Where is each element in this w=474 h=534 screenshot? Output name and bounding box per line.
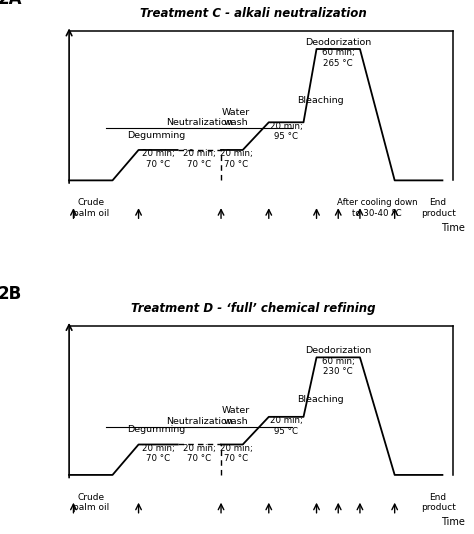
Text: Degumming: Degumming bbox=[127, 131, 185, 139]
Text: 60 min;
265 °C: 60 min; 265 °C bbox=[322, 48, 355, 68]
Text: Neutralization: Neutralization bbox=[166, 417, 233, 426]
Text: Bleaching: Bleaching bbox=[297, 395, 344, 404]
Text: 2A: 2A bbox=[0, 0, 22, 8]
Text: Water
wash: Water wash bbox=[222, 406, 250, 426]
Text: 20 min;
95 °C: 20 min; 95 °C bbox=[270, 416, 302, 436]
Text: Crude
palm oil: Crude palm oil bbox=[73, 493, 109, 512]
Text: 20 min;
70 °C: 20 min; 70 °C bbox=[220, 444, 253, 463]
Text: Deodorization: Deodorization bbox=[305, 347, 371, 355]
Text: 20 min;
70 °C: 20 min; 70 °C bbox=[183, 150, 216, 169]
Text: Time: Time bbox=[441, 517, 465, 527]
Text: 20 min;
70 °C: 20 min; 70 °C bbox=[142, 444, 174, 463]
Text: Crude
palm oil: Crude palm oil bbox=[73, 198, 109, 218]
Text: 20 min;
70 °C: 20 min; 70 °C bbox=[220, 150, 253, 169]
Text: Water
wash: Water wash bbox=[222, 108, 250, 127]
Text: After cooling down
to 30-40 °C: After cooling down to 30-40 °C bbox=[337, 198, 418, 218]
Text: 20 min;
70 °C: 20 min; 70 °C bbox=[142, 150, 174, 169]
Text: 20 min;
70 °C: 20 min; 70 °C bbox=[183, 444, 216, 463]
Text: End
product: End product bbox=[420, 493, 456, 512]
Text: 60 min;
230 °C: 60 min; 230 °C bbox=[322, 357, 355, 376]
Text: Bleaching: Bleaching bbox=[297, 96, 344, 105]
Text: End
product: End product bbox=[420, 198, 456, 218]
Text: 2B: 2B bbox=[0, 285, 22, 303]
Title: Treatment D - ‘full’ chemical refining: Treatment D - ‘full’ chemical refining bbox=[131, 302, 376, 315]
Text: Time: Time bbox=[441, 223, 465, 233]
Text: Deodorization: Deodorization bbox=[305, 38, 371, 47]
Text: 20 min;
95 °C: 20 min; 95 °C bbox=[270, 122, 302, 141]
Text: Degumming: Degumming bbox=[127, 425, 185, 434]
Text: Neutralization: Neutralization bbox=[166, 118, 233, 127]
Title: Treatment C - alkali neutralization: Treatment C - alkali neutralization bbox=[140, 7, 367, 20]
